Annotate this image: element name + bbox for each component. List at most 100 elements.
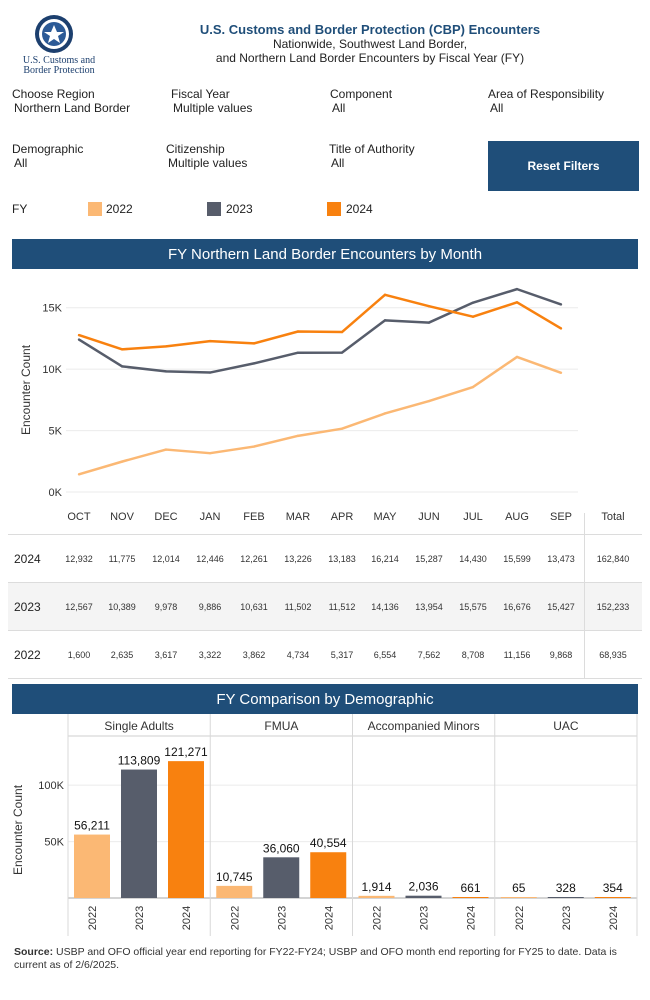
bar-2023[interactable] <box>263 857 300 898</box>
bar-2023[interactable] <box>547 897 584 898</box>
legend-swatch-2024[interactable] <box>327 202 341 216</box>
filter-fiscal-year-value[interactable]: Multiple values <box>173 101 253 115</box>
line-point-2022[interactable] <box>164 448 168 451</box>
filter-demographic[interactable]: Demographic All <box>12 142 83 170</box>
filter-title-of-authority-label: Title of Authority <box>329 142 415 156</box>
line-point-2023[interactable] <box>515 287 519 291</box>
filter-fiscal-year[interactable]: Fiscal Year Multiple values <box>171 87 252 115</box>
line-series-2023[interactable] <box>78 287 562 374</box>
line-point-2022[interactable] <box>515 355 519 359</box>
line-chart-x-tick: FEB <box>243 511 264 523</box>
bar-2023[interactable] <box>405 895 442 898</box>
line-chart-y-axis-label: Encounter Count <box>19 344 33 435</box>
line-point-2024[interactable] <box>120 348 124 351</box>
legend-label-2024[interactable]: 2024 <box>346 202 373 216</box>
line-point-2023[interactable] <box>427 321 431 324</box>
table-divider <box>8 582 642 583</box>
line-point-2022[interactable] <box>559 371 563 374</box>
line-chart-x-tick: JUL <box>463 511 483 523</box>
line-point-2023[interactable] <box>383 319 387 322</box>
table-divider <box>584 513 585 679</box>
bar-year-label: 2023 <box>561 906 573 930</box>
bar-2022[interactable] <box>74 834 110 898</box>
line-point-2022[interactable] <box>296 434 300 438</box>
table-cell: 11,502 <box>284 602 312 612</box>
legend-swatch-2023[interactable] <box>207 202 221 216</box>
line-point-2024[interactable] <box>252 342 256 345</box>
line-point-2024[interactable] <box>427 304 431 308</box>
bar-chart-y-tick: 50K <box>44 837 64 849</box>
filter-aor-value[interactable]: All <box>490 101 504 115</box>
table-cell: 12,932 <box>65 554 93 564</box>
line-point-2024[interactable] <box>340 330 344 334</box>
line-point-2022[interactable] <box>252 445 256 448</box>
line-point-2023[interactable] <box>77 338 81 341</box>
filter-region-value[interactable]: Northern Land Border <box>14 101 131 115</box>
table-cell: 13,473 <box>547 554 575 564</box>
line-point-2023[interactable] <box>559 303 563 306</box>
line-point-2024[interactable] <box>296 330 300 333</box>
line-point-2022[interactable] <box>427 399 431 403</box>
line-point-2022[interactable] <box>340 427 344 430</box>
line-point-2023[interactable] <box>252 362 256 365</box>
line-point-2024[interactable] <box>164 345 168 348</box>
line-point-2023[interactable] <box>296 351 300 354</box>
filter-aor-label: Area of Responsibility <box>488 87 605 101</box>
line-point-2023[interactable] <box>164 370 168 373</box>
filter-demographic-value[interactable]: All <box>14 156 28 170</box>
table-cell: 15,575 <box>459 602 487 612</box>
bar-year-label: 2023 <box>134 906 146 930</box>
source-note: Source: USBP and OFO official year end r… <box>14 946 638 972</box>
line-point-2023[interactable] <box>340 351 344 354</box>
filter-component[interactable]: Component All <box>330 87 392 115</box>
bar-2024[interactable] <box>168 761 204 898</box>
line-chart-y-tick: 5K <box>49 426 63 438</box>
line-point-2022[interactable] <box>383 412 387 415</box>
bar-group-label: FMUA <box>264 719 298 733</box>
line-point-2024[interactable] <box>77 333 81 337</box>
bar-2023[interactable] <box>121 769 157 898</box>
bar-year-label: 2022 <box>229 906 241 930</box>
line-point-2022[interactable] <box>77 473 81 476</box>
line-series-2024[interactable] <box>78 293 562 351</box>
bar-2024[interactable] <box>594 897 631 898</box>
filter-citizenship-value[interactable]: Multiple values <box>168 156 248 170</box>
chart1-banner: FY Northern Land Border Encounters by Mo… <box>12 239 638 269</box>
filter-title-of-authority[interactable]: Title of Authority All <box>329 142 415 170</box>
filter-aor[interactable]: Area of Responsibility All <box>488 87 604 115</box>
bar-2024[interactable] <box>310 852 347 898</box>
line-point-2024[interactable] <box>559 327 563 330</box>
line-chart-x-tick: JAN <box>200 511 221 523</box>
line-chart-x-tick: SEP <box>550 511 572 523</box>
line-point-2024[interactable] <box>383 293 387 296</box>
line-series-2022[interactable] <box>78 355 562 476</box>
line-point-2022[interactable] <box>120 460 124 463</box>
filter-component-value[interactable]: All <box>332 101 346 115</box>
legend-swatch-2022[interactable] <box>88 202 102 216</box>
legend-label-2023[interactable]: 2023 <box>226 202 253 216</box>
bar-2022[interactable] <box>358 895 395 898</box>
line-point-2024[interactable] <box>471 315 475 318</box>
table-cell: 10,631 <box>240 602 268 612</box>
reset-filters-button[interactable]: Reset Filters <box>488 141 639 191</box>
table-cell: 12,014 <box>152 554 180 564</box>
line-point-2023[interactable] <box>208 371 212 374</box>
legend-title: FY <box>12 202 28 216</box>
line-point-2024[interactable] <box>515 301 519 304</box>
bar-2024[interactable] <box>452 897 489 898</box>
filter-citizenship-label: Citizenship <box>166 142 225 156</box>
legend-label-2022[interactable]: 2022 <box>106 202 133 216</box>
line-point-2023[interactable] <box>471 301 475 304</box>
filter-region[interactable]: Choose Region Northern Land Border <box>12 87 130 115</box>
bar-2022[interactable] <box>500 897 537 898</box>
line-chart-x-tick: APR <box>331 511 354 523</box>
filter-title-of-authority-value[interactable]: All <box>331 156 345 170</box>
filter-citizenship[interactable]: Citizenship Multiple values <box>166 142 247 170</box>
line-point-2022[interactable] <box>471 385 475 389</box>
line-point-2024[interactable] <box>208 339 212 343</box>
table-cell: 12,446 <box>196 554 224 564</box>
bar-2022[interactable] <box>216 885 253 898</box>
line-point-2022[interactable] <box>208 451 212 455</box>
line-point-2023[interactable] <box>120 365 124 368</box>
page-subtitle-line2: and Northern Land Border Encounters by F… <box>215 51 525 65</box>
